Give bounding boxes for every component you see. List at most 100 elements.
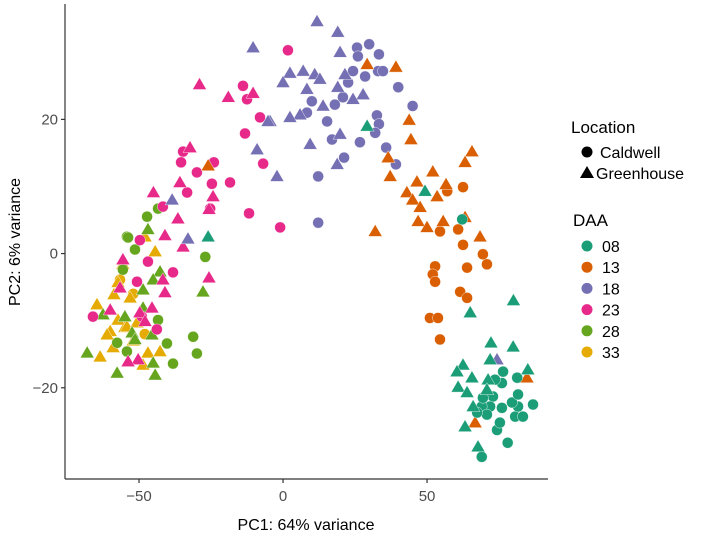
point-caldwell-daa-28 [111, 337, 123, 349]
point-greenhouse-daa-33 [99, 327, 115, 340]
point-greenhouse-daa-18 [164, 192, 180, 206]
y-tick-label: 20 [41, 111, 58, 128]
point-greenhouse-daa-13 [457, 154, 473, 168]
point-caldwell-daa-18 [363, 38, 375, 50]
point-greenhouse-daa-28 [127, 332, 143, 345]
point-greenhouse-daa-18 [337, 67, 353, 80]
point-caldwell-daa-18 [354, 136, 366, 148]
point-greenhouse-daa-28 [152, 264, 168, 277]
point-greenhouse-daa-13 [409, 174, 425, 187]
point-caldwell-daa-28 [121, 345, 133, 358]
point-caldwell-daa-23 [151, 323, 163, 336]
point-greenhouse-daa-13 [388, 59, 404, 73]
point-greenhouse-daa-08 [479, 382, 495, 395]
legend-location-title: Location [571, 118, 635, 137]
point-greenhouse-daa-18 [332, 44, 348, 58]
point-caldwell-daa-08 [456, 213, 468, 226]
legend-location-label: Greenhouse [596, 166, 684, 183]
point-greenhouse-daa-13 [367, 224, 383, 237]
point-greenhouse-daa-18 [282, 65, 298, 79]
y-axis-title: PC2: 6% variance [7, 178, 24, 306]
point-caldwell-daa-13 [481, 258, 493, 271]
point-greenhouse-daa-08 [457, 419, 473, 432]
point-caldwell-daa-28 [199, 251, 211, 263]
point-greenhouse-daa-23 [220, 89, 236, 103]
point-caldwell-daa-23 [237, 80, 249, 92]
point-greenhouse-daa-08 [483, 335, 499, 349]
point-greenhouse-daa-08 [505, 339, 521, 353]
point-greenhouse-daa-28 [135, 282, 151, 296]
point-caldwell-daa-08 [481, 408, 493, 421]
point-caldwell-daa-13 [434, 225, 446, 238]
point-greenhouse-daa-23 [155, 272, 171, 285]
point-greenhouse-daa-18 [345, 91, 361, 105]
point-greenhouse-daa-13 [403, 132, 419, 145]
point-greenhouse-daa-08 [450, 379, 466, 393]
point-greenhouse-daa-13 [399, 185, 415, 198]
point-greenhouse-daa-08 [465, 399, 481, 412]
point-greenhouse-daa-13 [200, 158, 216, 171]
point-greenhouse-daa-23 [120, 354, 136, 367]
legend-triangle-icon [580, 166, 594, 178]
legend-daa: DAA 08 13 18 23 28 33 [573, 211, 620, 362]
point-greenhouse-daa-13 [472, 229, 488, 243]
point-caldwell-daa-18 [352, 50, 364, 63]
point-caldwell-daa-23 [181, 186, 193, 199]
point-caldwell-daa-13 [457, 181, 469, 193]
point-caldwell-daa-23 [239, 127, 251, 140]
x-axis-title: PC1: 64% variance [238, 517, 375, 534]
point-greenhouse-daa-18 [180, 231, 196, 245]
x-tick-label: −50 [126, 488, 151, 505]
point-greenhouse-daa-18 [282, 109, 298, 123]
point-caldwell-daa-13 [457, 239, 469, 251]
point-greenhouse-daa-13 [419, 220, 435, 233]
point-caldwell-daa-08 [497, 365, 509, 378]
point-greenhouse-daa-08 [459, 385, 475, 398]
legend-color-swatch [581, 304, 593, 316]
point-greenhouse-daa-23 [144, 300, 160, 314]
legend-daa-label: 13 [602, 260, 620, 277]
legend-daa-label: 18 [602, 281, 620, 298]
y-axis-ticks: −20 0 20 [33, 111, 65, 397]
point-caldwell-daa-18 [359, 70, 371, 83]
point-greenhouse-daa-23 [201, 270, 217, 283]
point-greenhouse-daa-23 [172, 175, 188, 188]
point-caldwell-daa-23 [134, 234, 146, 246]
point-caldwell-daa-08 [476, 451, 488, 463]
point-caldwell-daa-28 [167, 357, 179, 370]
point-greenhouse-daa-13 [438, 177, 454, 190]
point-caldwell-daa-28 [122, 231, 134, 244]
point-greenhouse-daa-23 [201, 201, 217, 215]
point-greenhouse-daa-18 [299, 81, 315, 95]
point-greenhouse-daa-13 [464, 144, 480, 157]
point-greenhouse-daa-13 [412, 199, 428, 213]
point-greenhouse-daa-18 [329, 156, 345, 170]
point-greenhouse-daa-28 [140, 222, 156, 235]
point-caldwell-daa-23 [224, 176, 236, 189]
point-greenhouse-daa-28 [145, 272, 161, 285]
point-caldwell-daa-13 [461, 292, 473, 304]
point-greenhouse-daa-18 [249, 142, 265, 155]
point-greenhouse-daa-18 [330, 79, 346, 93]
point-greenhouse-daa-18 [332, 126, 348, 140]
point-caldwell-daa-23 [206, 178, 218, 190]
point-greenhouse-daa-18 [355, 87, 371, 100]
point-greenhouse-daa-18 [260, 114, 276, 127]
legend-location: Location Caldwell Greenhouse [571, 118, 684, 183]
point-greenhouse-daa-13 [435, 213, 451, 227]
point-greenhouse-daa-23 [175, 239, 191, 253]
point-caldwell-daa-08 [527, 398, 539, 411]
point-greenhouse-daa-08 [449, 364, 465, 377]
point-greenhouse-daa-23 [192, 77, 207, 90]
point-greenhouse-daa-13 [429, 189, 445, 202]
point-caldwell-daa-08 [506, 396, 518, 409]
point-caldwell-daa-18 [380, 141, 392, 154]
point-greenhouse-daa-33 [92, 349, 108, 363]
point-caldwell-daa-23 [254, 111, 266, 124]
point-greenhouse-daa-18 [302, 136, 318, 150]
point-greenhouse-daa-13 [359, 56, 375, 70]
point-greenhouse-daa-33 [152, 344, 168, 357]
point-caldwell-daa-23 [282, 44, 294, 56]
point-greenhouse-daa-08 [359, 118, 375, 132]
point-greenhouse-daa-33 [147, 244, 163, 257]
